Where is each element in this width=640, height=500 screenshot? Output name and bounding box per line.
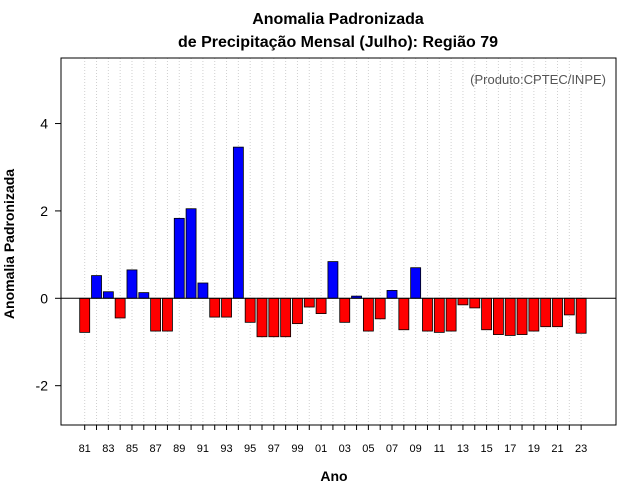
- bar-13: [457, 297, 469, 306]
- bar-19: [528, 297, 540, 332]
- x-tick-label: 07: [386, 443, 398, 455]
- x-tick-label: 95: [244, 443, 256, 455]
- x-tick-label: 85: [126, 443, 138, 455]
- bar-83: [102, 291, 114, 299]
- x-tick-label: 13: [457, 443, 469, 455]
- bar-86: [138, 292, 150, 299]
- bar-82: [91, 275, 102, 299]
- y-tick-label: 0: [40, 290, 48, 306]
- bar-99: [292, 297, 303, 325]
- bar-18: [516, 297, 528, 335]
- bar-93: [221, 297, 232, 318]
- bar-95: [244, 297, 256, 323]
- chart-subtitle: de Precipitação Mensal (Julho): Região 7…: [178, 34, 498, 51]
- bar-87: [150, 297, 162, 332]
- x-tick-label: 11: [434, 443, 445, 455]
- bar-92: [209, 297, 221, 318]
- bar-85: [126, 269, 138, 299]
- bar-96: [256, 297, 268, 338]
- bar-02: [327, 261, 339, 299]
- bar-07: [386, 290, 398, 299]
- x-tick-label: 99: [291, 443, 303, 455]
- x-tick-label: 97: [268, 443, 280, 455]
- bar-05: [362, 297, 374, 332]
- grid-lines: [84, 58, 582, 425]
- x-tick-label: 17: [504, 443, 516, 455]
- y-axis: -2 0 2 4: [36, 116, 61, 394]
- x-tick-label: 91: [197, 443, 209, 455]
- bar-11: [433, 297, 445, 333]
- bar-88: [162, 297, 173, 332]
- y-axis-label: Anomalia Padronizada: [1, 169, 17, 319]
- bar-94: [232, 146, 244, 299]
- x-tick-label: 23: [575, 443, 587, 455]
- bar-00: [303, 297, 315, 308]
- x-tick-label: 89: [173, 443, 185, 455]
- bar-03: [339, 297, 351, 323]
- x-tick-label: 05: [362, 443, 374, 455]
- bar-01: [315, 297, 327, 314]
- bar-08: [398, 297, 410, 331]
- x-axis: 81 83 85 87 89 91 93 95 97 99 01 03 05 07 09 11 13 15 17 19…: [79, 425, 587, 455]
- y-tick-label: 2: [40, 203, 48, 219]
- bar-17: [504, 297, 516, 336]
- x-tick-label: 87: [149, 443, 161, 455]
- bar-21: [552, 297, 563, 328]
- bar-84: [114, 297, 126, 319]
- x-tick-label: 81: [79, 443, 91, 455]
- x-tick-label: 15: [480, 443, 492, 455]
- bar-06: [374, 297, 386, 320]
- bars: [79, 146, 587, 338]
- bar-97: [268, 297, 280, 338]
- bar-10: [422, 297, 433, 332]
- x-tick-label: 19: [528, 443, 540, 455]
- bar-14: [469, 297, 481, 309]
- bar-16: [492, 297, 504, 335]
- y-tick-label: 4: [40, 116, 48, 132]
- x-tick-label: 03: [339, 443, 351, 455]
- x-axis-label: Ano: [320, 468, 347, 484]
- x-tick-label: 09: [410, 443, 422, 455]
- bar-15: [481, 297, 492, 331]
- plot-frame: [60, 57, 617, 426]
- bar-98: [280, 297, 292, 338]
- bar-20: [540, 297, 552, 328]
- bar-12: [445, 297, 457, 332]
- product-annotation: (Produto:CPTEC/INPE): [470, 72, 606, 87]
- x-tick-label: 01: [315, 443, 327, 455]
- bar-23: [575, 297, 587, 334]
- x-tick-label: 93: [220, 443, 232, 455]
- bar-89: [173, 217, 185, 299]
- chart-title: Anomalia Padronizada: [252, 11, 424, 28]
- bar-81: [79, 297, 91, 333]
- bar-22: [563, 297, 575, 316]
- x-tick-label: 83: [102, 443, 114, 455]
- bar-90: [185, 208, 197, 299]
- bar-91: [197, 282, 209, 299]
- bar-09: [410, 267, 422, 299]
- y-tick-label: -2: [36, 378, 49, 394]
- x-tick-label: 21: [551, 443, 563, 455]
